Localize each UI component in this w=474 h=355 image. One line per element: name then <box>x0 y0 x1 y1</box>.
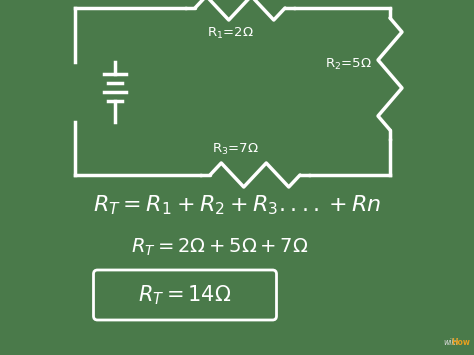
Text: R$_3$=7$\Omega$: R$_3$=7$\Omega$ <box>211 142 258 157</box>
Text: $R_T =  2\Omega+ 5\Omega+ 7\Omega$: $R_T = 2\Omega+ 5\Omega+ 7\Omega$ <box>131 237 309 258</box>
Text: $R_T = R_1+R_2+R_3....+Rn$: $R_T = R_1+R_2+R_3....+Rn$ <box>93 193 381 217</box>
FancyBboxPatch shape <box>93 270 276 320</box>
Text: wiki: wiki <box>443 338 458 347</box>
Text: R$_1$=2$\Omega$: R$_1$=2$\Omega$ <box>207 26 254 41</box>
Text: $R_T = 14\Omega$: $R_T = 14\Omega$ <box>138 283 232 307</box>
Text: How: How <box>451 338 470 347</box>
Text: R$_2$=5$\Omega$: R$_2$=5$\Omega$ <box>325 56 372 72</box>
